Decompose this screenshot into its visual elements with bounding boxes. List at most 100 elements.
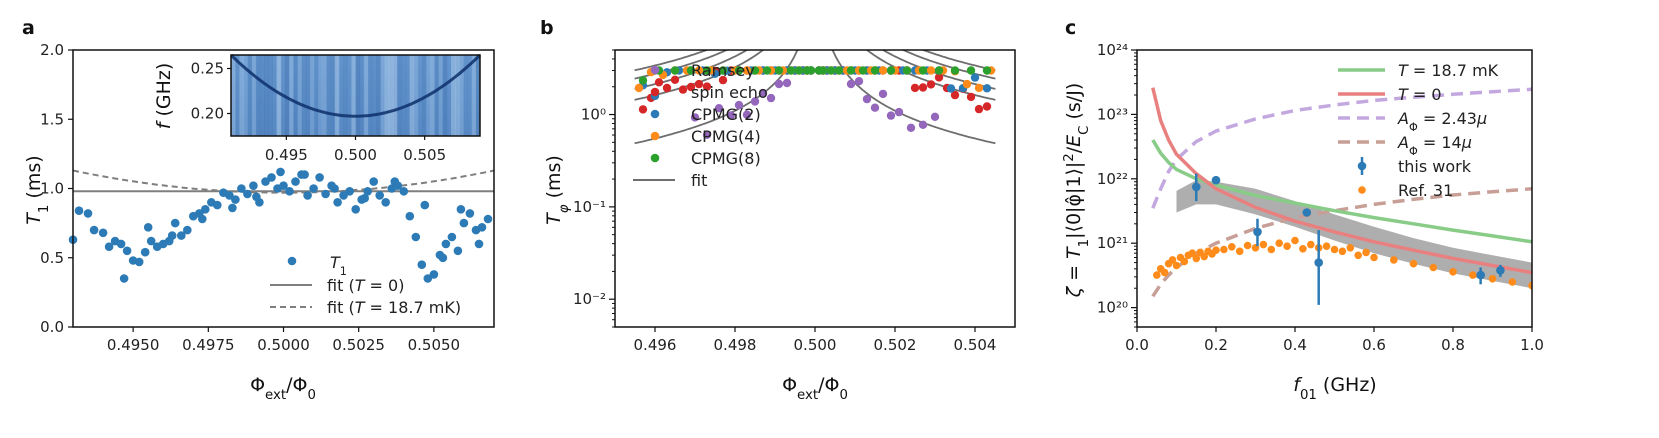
legend-label: T = 0 bbox=[1398, 85, 1442, 104]
y-tick-label: 10⁰ bbox=[581, 106, 606, 124]
x-tick-label: 0.4950 bbox=[107, 336, 160, 354]
spin-echo-point bbox=[934, 73, 944, 82]
ref31-point bbox=[1192, 254, 1201, 263]
y-tick-label: 0.5 bbox=[40, 249, 64, 267]
curve-aphi-2-43 bbox=[1151, 87, 1532, 209]
ramsey-point bbox=[690, 113, 700, 122]
ramsey-point bbox=[742, 110, 752, 119]
cpmg-8--point bbox=[786, 66, 796, 75]
panel-a: 0.0 0.5 1.0 1.5 2.0 0.4950 0.4975 0.5000 0.5025 0… bbox=[23, 41, 495, 403]
inset-column bbox=[434, 55, 439, 136]
inset-column bbox=[260, 55, 265, 136]
t1-point bbox=[167, 231, 177, 240]
x-tick-label: 0.502 bbox=[874, 336, 917, 354]
spin-echo-point bbox=[718, 75, 728, 85]
t1-point bbox=[285, 187, 294, 196]
t1-point bbox=[279, 181, 288, 190]
legend-label: CPMG(4) bbox=[691, 127, 761, 146]
y-tick-label: 1.0 bbox=[40, 180, 64, 198]
t1-point bbox=[146, 236, 156, 246]
inset-column bbox=[384, 55, 390, 136]
legend-marker bbox=[650, 65, 660, 75]
inset-column bbox=[475, 55, 481, 136]
t1-point bbox=[423, 274, 433, 283]
t1-point bbox=[116, 239, 126, 249]
ref31-point bbox=[1235, 247, 1244, 256]
t1-point bbox=[237, 184, 246, 193]
panel-b: 10⁻² 10⁻¹ 10⁰ 0.496 0.498 0.500 0.502 0.504 Φext… bbox=[543, 49, 1016, 403]
t1-point bbox=[333, 198, 342, 207]
t1-point bbox=[104, 242, 114, 251]
cpmg-8--point bbox=[982, 66, 992, 75]
t1-point bbox=[300, 170, 309, 179]
inset-column bbox=[397, 55, 402, 136]
spin-echo-point bbox=[950, 90, 960, 100]
ref31-point bbox=[1307, 240, 1315, 249]
inset-column bbox=[442, 55, 448, 136]
ref31-point bbox=[1153, 271, 1161, 279]
t1-point bbox=[399, 187, 409, 196]
inset-column bbox=[289, 55, 294, 136]
legend-marker bbox=[650, 109, 660, 119]
legend-label: AΦ = 2.43μ bbox=[1397, 109, 1487, 134]
legend-t1-marker bbox=[287, 256, 297, 266]
y-tick-label: 1.5 bbox=[40, 110, 64, 128]
this-work-point bbox=[1314, 258, 1323, 267]
this-work-point bbox=[1192, 182, 1201, 192]
cpmg-8--point bbox=[870, 66, 880, 75]
y-tick-label: 10²⁴ bbox=[1097, 41, 1128, 59]
t1-point bbox=[483, 214, 493, 224]
cpmg-8--point bbox=[814, 66, 824, 75]
t1-point bbox=[309, 184, 318, 193]
inset-column bbox=[322, 55, 327, 136]
inset-column bbox=[359, 55, 365, 136]
inset-column bbox=[318, 55, 323, 136]
inset-column bbox=[297, 55, 302, 136]
inset-column bbox=[330, 55, 336, 136]
cpmg-8--point bbox=[686, 66, 696, 75]
ref31-point bbox=[1354, 251, 1362, 260]
x-tick-label: 0.4 bbox=[1283, 336, 1307, 354]
this-work-point bbox=[1211, 175, 1221, 185]
cpmg-8--point bbox=[966, 66, 976, 75]
t1-point bbox=[213, 200, 222, 210]
ramsey-point bbox=[846, 79, 856, 89]
legend-label: T = 18.7 mK bbox=[1398, 61, 1499, 80]
y-tick-label: 10²¹ bbox=[1097, 234, 1128, 252]
y-tick-label: 2.0 bbox=[40, 41, 64, 59]
t1-point bbox=[276, 167, 285, 177]
cpmg-4--point bbox=[974, 83, 984, 93]
t1-point bbox=[456, 205, 466, 214]
inset-column bbox=[239, 55, 244, 136]
inset-column bbox=[363, 55, 369, 136]
x-tick-label: 0.5025 bbox=[332, 336, 385, 354]
x-tick-label: 0.500 bbox=[794, 336, 837, 354]
x-axis-label: Φext/Φ0 bbox=[782, 374, 848, 403]
ref31-point bbox=[1168, 256, 1177, 264]
cpmg-8--point bbox=[762, 66, 772, 75]
t1-point bbox=[351, 205, 361, 214]
inset-column bbox=[272, 55, 278, 136]
ref31-point bbox=[1220, 245, 1228, 254]
cpmg-2--point bbox=[970, 73, 980, 82]
t1-point bbox=[477, 223, 487, 232]
ramsey-point bbox=[906, 123, 916, 132]
legend-label: fit bbox=[691, 171, 707, 190]
inset-column bbox=[305, 55, 311, 136]
legend-marker bbox=[650, 153, 660, 163]
t1-point bbox=[119, 274, 129, 283]
panel-b-plot-area bbox=[634, 50, 996, 145]
inset-transition-curve bbox=[229, 53, 482, 118]
legend-label: CPMG(2) bbox=[691, 105, 761, 124]
ramsey-point bbox=[714, 104, 724, 113]
legend-t1-label: T1 bbox=[330, 253, 347, 278]
ref31-point bbox=[1390, 256, 1398, 264]
inset-column bbox=[401, 55, 406, 136]
t1-point bbox=[83, 209, 93, 218]
t1-point bbox=[98, 228, 108, 238]
panel-c: 10²⁰ 10²¹ 10²² 10²³ 10²⁴ 0.0 0.2 0.4 0.6 0.8 1.0 f0… bbox=[1062, 41, 1544, 403]
t1-point bbox=[420, 200, 430, 210]
ref31-point bbox=[1299, 245, 1307, 253]
t1-point bbox=[228, 203, 237, 213]
legend-fit18-label: fit (T = 18.7 mK) bbox=[327, 298, 461, 317]
